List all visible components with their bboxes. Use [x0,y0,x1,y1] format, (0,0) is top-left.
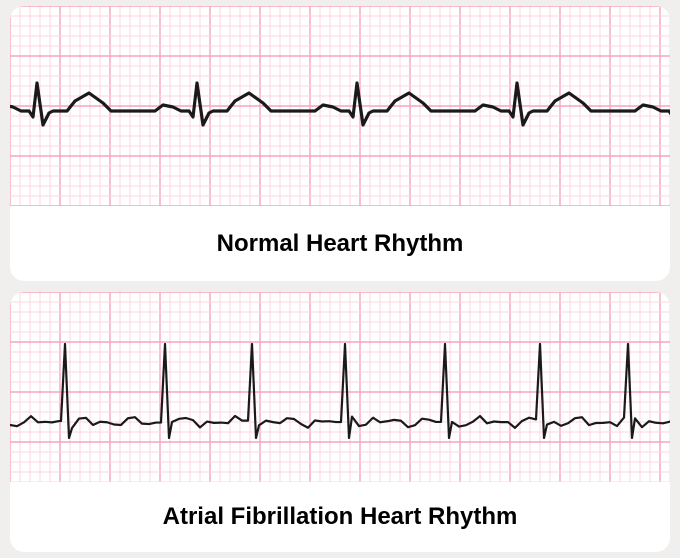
afib-ecg-strip [10,292,670,482]
ecg-comparison-diagram: Normal Heart Rhythm Atrial Fibrillation … [0,0,680,558]
afib-rhythm-panel: Atrial Fibrillation Heart Rhythm [10,292,670,552]
normal-ecg-strip [10,6,670,206]
afib-rhythm-caption: Atrial Fibrillation Heart Rhythm [10,482,670,552]
normal-rhythm-caption: Normal Heart Rhythm [10,206,670,281]
normal-rhythm-panel: Normal Heart Rhythm [10,6,670,281]
